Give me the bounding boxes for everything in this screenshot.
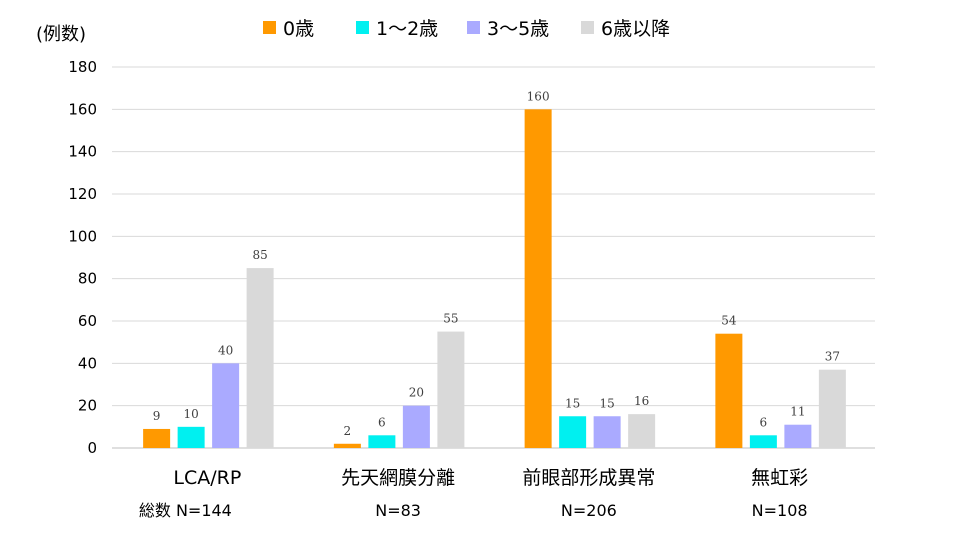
bar [212, 363, 240, 448]
bar [437, 331, 465, 448]
data-label: 2 [344, 424, 352, 438]
total-label: N=108 [752, 501, 808, 520]
y-tick-label: 180 [68, 58, 97, 76]
data-label: 54 [721, 314, 737, 328]
bar [559, 416, 587, 448]
legend: 0歳 1〜2歳 3〜5歳 6歳以降 [263, 18, 670, 40]
y-tick-label: 40 [78, 354, 97, 372]
legend-swatch [356, 21, 369, 34]
bar [333, 443, 361, 448]
bar [368, 435, 396, 448]
bar [402, 405, 430, 448]
x-tick-label: 先天網膜分離 [341, 467, 455, 489]
data-label: 37 [825, 350, 840, 364]
data-label: 9 [153, 409, 161, 423]
bar [246, 268, 274, 448]
bar [593, 416, 621, 448]
y-tick-label: 60 [78, 312, 97, 330]
y-tick-label: 120 [68, 185, 97, 203]
bar [818, 369, 846, 448]
data-label: 85 [252, 248, 267, 262]
y-tick-label: 100 [68, 227, 97, 245]
data-label: 15 [599, 396, 614, 410]
y-tick-label: 160 [68, 100, 97, 118]
y-tick-label: 80 [78, 270, 97, 288]
data-label: 40 [218, 343, 233, 357]
legend-label: 6歳以降 [601, 18, 670, 40]
data-label: 10 [183, 407, 198, 421]
data-label: 16 [634, 394, 649, 408]
y-tick-label: 20 [78, 397, 97, 415]
bar [628, 414, 656, 448]
x-tick-label: 前眼部形成異常 [522, 467, 655, 489]
legend-label: 3〜5歳 [487, 18, 549, 40]
legend-swatch [467, 21, 480, 34]
bar [177, 426, 205, 448]
data-label: 20 [409, 386, 424, 400]
legend-swatch [263, 21, 276, 34]
y-tick-label: 140 [68, 143, 97, 161]
total-label: N=206 [561, 501, 617, 520]
y-axis-label: (例数) [36, 24, 86, 45]
data-label: 55 [443, 312, 458, 326]
legend-swatch [581, 21, 594, 34]
bar [784, 424, 812, 448]
data-label: 160 [527, 89, 550, 103]
y-tick-label: 0 [87, 439, 97, 457]
data-label: 6 [760, 415, 768, 429]
legend-label: 1〜2歳 [376, 18, 438, 40]
x-tick-label: 無虹彩 [751, 467, 808, 489]
x-tick-label: LCA/RP [173, 467, 241, 489]
total-label: N=83 [375, 501, 421, 520]
bar [749, 435, 777, 448]
data-label: 6 [378, 415, 386, 429]
data-label: 11 [790, 405, 805, 419]
data-label: 15 [565, 396, 580, 410]
legend-label: 0歳 [283, 18, 314, 40]
bar [524, 109, 552, 448]
bar [715, 333, 743, 448]
total-label: 総数 N=144 [139, 501, 232, 520]
bar [143, 428, 171, 448]
